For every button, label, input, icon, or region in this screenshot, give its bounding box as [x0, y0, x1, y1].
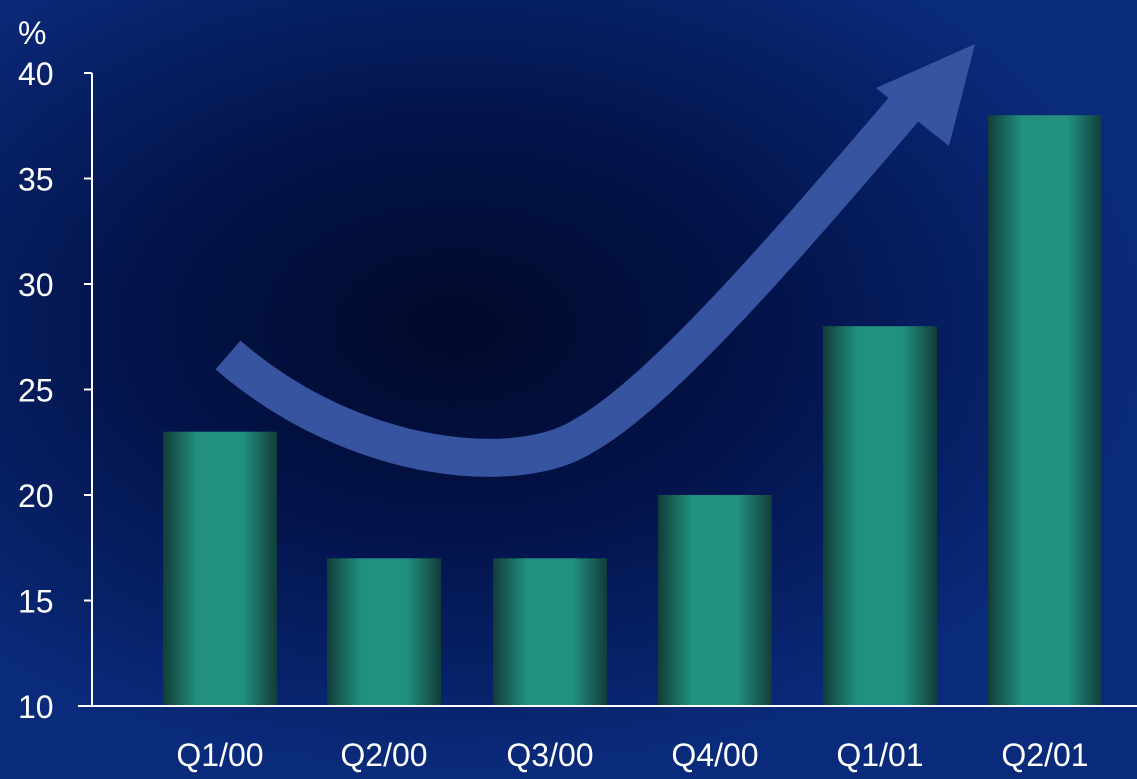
- x-tick-label-q1-01: Q1/01: [836, 737, 923, 773]
- y-tick-label-25: 25: [18, 373, 54, 409]
- y-tick-label-30: 30: [18, 267, 54, 303]
- y-tick-label-40: 40: [18, 56, 54, 92]
- y-tick-label-10: 10: [18, 689, 54, 725]
- bar-q3-00: [493, 558, 607, 706]
- bar-q2-00: [327, 558, 441, 706]
- x-tick-label-q3-00: Q3/00: [506, 737, 593, 773]
- x-tick-label-q2-00: Q2/00: [340, 737, 427, 773]
- bar-q1-00: [163, 431, 277, 706]
- y-axis-unit-label: %: [18, 15, 46, 51]
- bars-layer: [163, 115, 1102, 706]
- trend-arrow: [215, 44, 975, 477]
- x-tick-labels: Q1/00 Q2/00 Q3/00 Q4/00 Q1/01 Q2/01: [176, 737, 1088, 773]
- x-tick-label-q2-01: Q2/01: [1001, 737, 1088, 773]
- y-ticks: 10 15 20 25 30 35 40: [18, 56, 92, 725]
- y-tick-label-20: 20: [18, 478, 54, 514]
- bar-q4-00: [658, 495, 772, 706]
- bar-q1-01: [823, 326, 937, 706]
- y-tick-label-15: 15: [18, 584, 54, 620]
- x-tick-label-q4-00: Q4/00: [671, 737, 758, 773]
- bar-q2-01: [988, 115, 1102, 706]
- x-tick-label-q1-00: Q1/00: [176, 737, 263, 773]
- y-tick-label-35: 35: [18, 162, 54, 198]
- trend-arrow-head: [876, 44, 975, 146]
- trend-arrow-shaft: [215, 95, 920, 477]
